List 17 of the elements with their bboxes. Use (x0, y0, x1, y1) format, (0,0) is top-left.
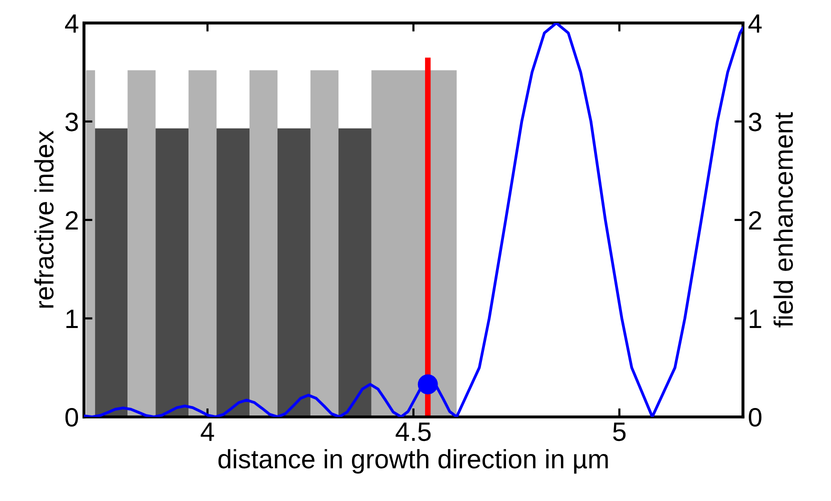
y2-tick-label: 4 (748, 14, 762, 33)
y-axis-title: refractive index (34, 130, 54, 308)
y-tick-label: 0 (65, 408, 78, 427)
y2-tick-label: 2 (749, 211, 762, 230)
y2-tick-label: 0 (748, 408, 762, 427)
y2-tick-label: 1 (750, 310, 762, 328)
y2-tick-label: 3 (748, 112, 762, 132)
x-tick-label: 4 (200, 422, 214, 441)
x-axis-title: distance in growth direction in µm (218, 449, 608, 474)
y-tick-label: 4 (65, 14, 78, 33)
y-tick-label: 2 (66, 211, 78, 230)
y-tick-label: 1 (66, 310, 78, 328)
line-series (84, 23, 743, 417)
y2-axis-title: field enhancement (774, 112, 793, 328)
x-tick-label: 5 (613, 422, 626, 442)
y-tick-label: 3 (65, 112, 78, 132)
x-tick-label: 4.5 (396, 422, 431, 442)
